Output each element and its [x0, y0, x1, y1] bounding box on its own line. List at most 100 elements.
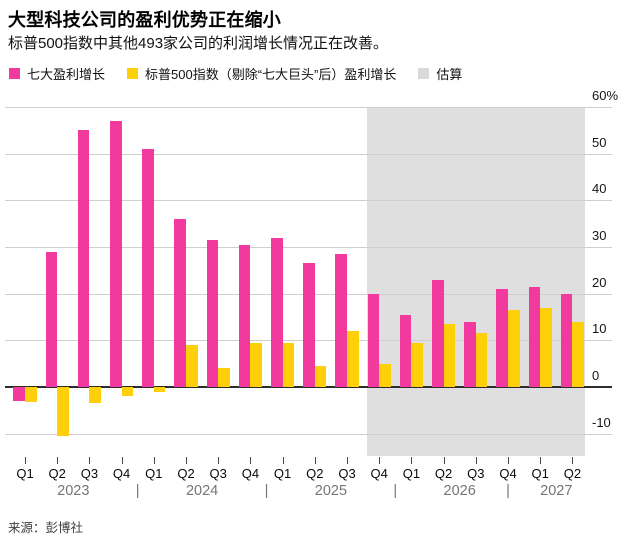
bar-sp500-ex7-2027-Q1: [540, 307, 552, 387]
y-axis-label-10: 10: [592, 321, 607, 337]
x-axis-label-2027-Q2: Q2: [563, 466, 582, 481]
x-axis-tick-2026-Q1: [411, 457, 413, 464]
bar-sp500-ex7-2023-Q3: [89, 386, 102, 404]
x-axis-tick-2024-Q1: [153, 457, 155, 464]
year-separator: |: [135, 483, 140, 499]
year-label-2024: 2024: [185, 483, 219, 499]
bar-mag7-2023-Q1: [13, 386, 25, 401]
bar-sp500-ex7-2024-Q3: [218, 368, 230, 387]
legend-item-sp500-ex7: 标普500指数（剔除“七大巨头”后）盈利增长: [127, 64, 396, 83]
x-axis-label-2023-Q1: Q1: [16, 466, 34, 481]
legend-swatch-mag7-icon: [9, 68, 20, 79]
x-axis-label-2025-Q4: Q4: [370, 466, 388, 481]
x-axis-tick-2023-Q4: [121, 457, 123, 464]
x-axis-label-2025-Q2: Q2: [306, 466, 324, 481]
bar-sp500-ex7-2025-Q3: [347, 330, 359, 387]
page-subtitle: 标普500指数中其他493家公司的利润增长情况正在改善。: [8, 35, 389, 52]
gridline-60%: [5, 107, 612, 108]
gridline-50: [5, 153, 612, 155]
x-axis-tick-2024-Q4: [250, 457, 252, 464]
x-axis-label-2023-Q3: Q3: [80, 466, 99, 481]
x-axis-tick-2024-Q2: [186, 457, 187, 464]
bar-sp500-ex7-2023-Q2: [57, 386, 69, 436]
bar-mag7-2024-Q3: [206, 239, 219, 387]
bar-sp500-ex7-2026-Q2: [443, 323, 456, 387]
bar-mag7-2024-Q2: [174, 218, 186, 387]
x-axis-label-2023-Q2: Q2: [48, 466, 66, 481]
gridline-30: [5, 246, 612, 248]
bar-mag7-2023-Q4: [109, 120, 122, 387]
bar-sp500-ex7-2024-Q4: [250, 342, 263, 387]
bar-mag7-2025-Q2: [303, 263, 315, 387]
x-axis-tick-2024-Q3: [218, 457, 220, 464]
x-axis-label-2024-Q1: Q1: [145, 466, 163, 481]
bar-mag7-2027-Q1: [528, 286, 541, 387]
bar-sp500-ex7-2027-Q2: [572, 321, 585, 387]
legend-swatch-estimate-icon: [418, 68, 430, 79]
x-axis-tick-2026-Q4: [508, 457, 509, 464]
legend-label-estimate: 估算: [436, 67, 463, 82]
bar-sp500-ex7-2026-Q1: [411, 342, 424, 387]
zero-gridline: [5, 385, 612, 388]
x-axis-tick-2025-Q2: [314, 457, 316, 464]
bar-mag7-2025-Q4: [367, 293, 380, 387]
year-separator: |: [506, 483, 510, 499]
bar-sp500-ex7-2025-Q4: [379, 363, 391, 387]
bar-mag7-2025-Q1: [270, 237, 283, 387]
estimate-band: [366, 107, 586, 456]
year-separator: |: [264, 483, 269, 499]
bar-sp500-ex7-2024-Q2: [186, 344, 198, 387]
bar-mag7-2025-Q3: [335, 253, 347, 387]
x-axis-label-2026-Q2: Q2: [434, 466, 453, 481]
y-axis-label-40: 40: [592, 181, 607, 197]
x-axis-tick-2026-Q3: [475, 457, 477, 464]
x-axis-tick-2026-Q2: [443, 457, 445, 464]
legend-label-mag7: 七大盈利增长: [27, 67, 106, 82]
bar-sp500-ex7-2023-Q4: [121, 386, 134, 397]
x-axis-tick-2027-Q2: [572, 457, 574, 464]
bar-mag7-2027-Q2: [560, 293, 573, 387]
gridline-40: [5, 200, 612, 202]
x-axis-label-2024-Q2: Q2: [177, 466, 195, 481]
year-label-2026: 2026: [443, 483, 476, 499]
x-axis-label-2026-Q1: Q1: [402, 466, 421, 481]
page-title: 大型科技公司的盈利优势正在缩小: [8, 10, 281, 30]
x-axis-tick-2027-Q1: [540, 457, 542, 464]
bar-sp500-ex7-2024-Q1: [153, 386, 166, 392]
x-axis-label-2025-Q3: Q3: [338, 466, 356, 481]
y-axis-label--10: -10: [592, 414, 611, 430]
bar-sp500-ex7-2025-Q1: [282, 342, 295, 387]
bar-mag7-2023-Q2: [45, 251, 58, 387]
x-axis-label-2027-Q1: Q1: [531, 466, 549, 481]
year-label-2027: 2027: [540, 483, 573, 499]
bar-mag7-2026-Q3: [464, 321, 476, 387]
x-axis-label-2026-Q4: Q4: [499, 466, 517, 481]
bar-mag7-2023-Q3: [77, 130, 90, 387]
bar-mag7-2026-Q2: [431, 279, 444, 387]
chart-legend: 七大盈利增长 标普500指数（剔除“七大巨头”后）盈利增长 估算: [9, 64, 462, 83]
gridline--10: [5, 433, 612, 435]
x-axis-tick-2023-Q2: [57, 457, 59, 464]
year-label-2025: 2025: [314, 483, 348, 499]
x-axis-tick-2025-Q1: [282, 457, 284, 464]
y-axis-label-20: 20: [592, 274, 607, 290]
bar-mag7-2024-Q4: [238, 244, 251, 387]
y-axis-label-60%: 60%: [592, 88, 619, 103]
bar-sp500-ex7-2023-Q1: [25, 386, 37, 402]
bar-mag7-2024-Q1: [142, 148, 154, 387]
year-label-2023: 2023: [57, 483, 90, 499]
bar-sp500-ex7-2026-Q4: [508, 309, 520, 387]
year-separator: |: [393, 483, 398, 499]
x-axis-label-2026-Q3: Q3: [467, 466, 485, 481]
x-axis-label-2024-Q4: Q4: [241, 466, 260, 481]
bar-sp500-ex7-2025-Q2: [314, 365, 327, 387]
y-axis-label-0: 0: [592, 367, 600, 383]
x-axis-label-2025-Q1: Q1: [273, 466, 292, 481]
x-axis-tick-2025-Q4: [379, 457, 381, 464]
bar-sp500-ex7-2026-Q3: [475, 333, 488, 387]
x-axis-tick-2023-Q1: [25, 457, 26, 464]
x-axis-label-2023-Q4: Q4: [112, 466, 131, 481]
legend-item-mag7: 七大盈利增长: [9, 64, 105, 83]
bar-mag7-2026-Q1: [399, 314, 412, 387]
